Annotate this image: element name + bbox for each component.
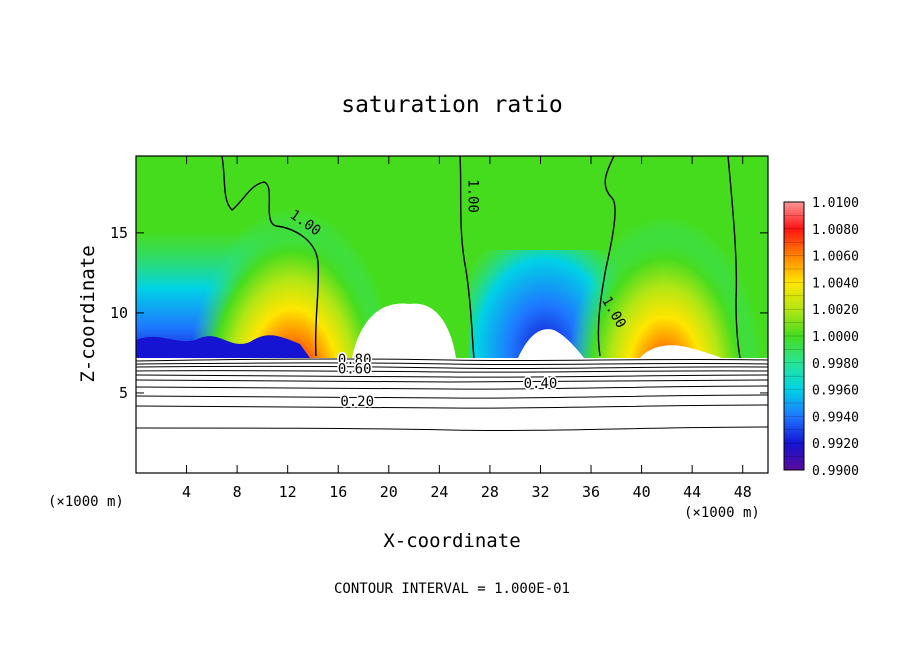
- y-tick-label: 10: [110, 304, 128, 322]
- colorbar-label: 1.0060: [812, 250, 859, 265]
- x-tick-label: 12: [279, 483, 297, 501]
- contour-interval-note: CONTOUR INTERVAL = 1.000E-01: [334, 581, 570, 597]
- lower-contours: [135, 358, 769, 431]
- x-tick-label: 44: [683, 483, 701, 501]
- x-tick-label: 8: [233, 483, 242, 501]
- colorbar-label: 0.9920: [812, 437, 859, 452]
- plot-frame: [135, 155, 769, 474]
- x-tick-label: 40: [633, 483, 651, 501]
- x-unit-label-right: (×1000 m): [684, 505, 760, 521]
- x-tick-label: 48: [734, 483, 752, 501]
- y-tick-label: 5: [119, 384, 128, 402]
- saturation-field: [136, 156, 768, 358]
- y-tick-label: 15: [110, 224, 128, 242]
- colorbar-label: 0.9980: [812, 357, 859, 372]
- x-tick-label: 16: [329, 483, 347, 501]
- colorbar-label: 1.0100: [812, 196, 859, 211]
- contour-label: 0.60: [338, 362, 372, 378]
- x-tick-label: 20: [380, 483, 398, 501]
- colorbar: 1.0100 1.0080 1.0060 1.0040 1.0020 1.0000 0.99…: [783, 196, 859, 479]
- x-tick-label: 32: [531, 483, 549, 501]
- contour-label: 0.20: [340, 394, 374, 410]
- x-axis-ticks: 4 8 12 16 20 24 28 32 36 40 44 48: [182, 156, 752, 501]
- x-tick-label: 4: [182, 483, 191, 501]
- colorbar-label: 1.0000: [812, 330, 859, 345]
- colorbar-label: 1.0020: [812, 303, 859, 318]
- colorbar-gradient: [784, 202, 804, 470]
- x-tick-label: 36: [582, 483, 600, 501]
- y-axis-ticks: 5 10 15: [110, 224, 768, 402]
- y-axis-label: Z-coordinate: [77, 245, 99, 382]
- colorbar-label: 0.9940: [812, 410, 859, 425]
- contour-label: 0.40: [524, 376, 558, 392]
- x-unit-label-left: (×1000 m): [48, 494, 124, 510]
- colorbar-frame: [783, 201, 805, 471]
- colorbar-label: 1.0080: [812, 223, 859, 238]
- x-tick-label: 24: [430, 483, 448, 501]
- contour-label: 1.00: [464, 179, 480, 213]
- colorbar-labels: 1.0100 1.0080 1.0060 1.0040 1.0020 1.0000 0.99…: [812, 196, 859, 479]
- contour-label: 0.80: [338, 352, 372, 368]
- unity-contours: [221, 155, 741, 359]
- colorbar-label: 0.9960: [812, 384, 859, 399]
- chart-title: saturation ratio: [341, 92, 563, 118]
- colorbar-label: 1.0040: [812, 276, 859, 291]
- colorbar-label: 0.9900: [812, 464, 859, 479]
- x-axis-label: X-coordinate: [383, 530, 520, 552]
- x-tick-label: 28: [481, 483, 499, 501]
